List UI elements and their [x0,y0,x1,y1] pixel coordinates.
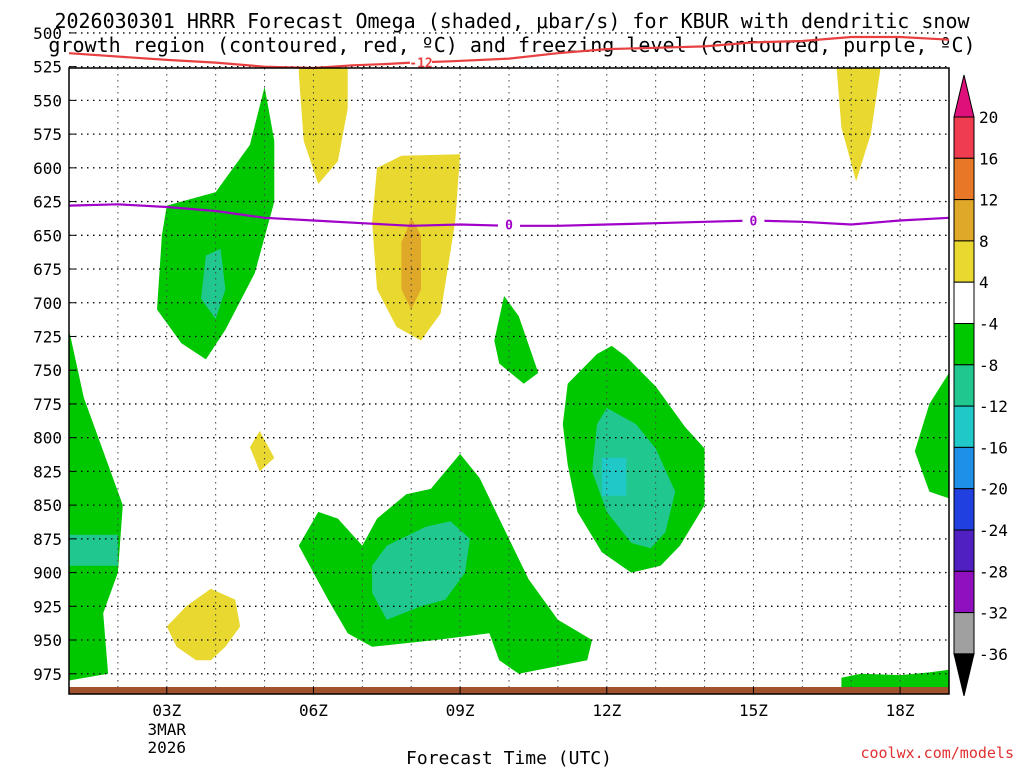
colorbar-swatch-2 [953,199,975,242]
shade-teal-left-edge [69,534,118,566]
plot-area: -12 0 0 [68,32,950,695]
y-tick-label-775: 775 [33,395,62,414]
y-tick-label-975: 975 [33,665,62,684]
colorbar-swatch-11 [953,570,975,614]
y-tick-label-700: 700 [33,294,62,313]
shaded-omega-regions [69,68,949,694]
contour-label-bg [742,212,765,228]
y-tick-label-925: 925 [33,597,62,616]
colorbar-swatch-7 [953,405,975,448]
colorbar-label-4: 4 [979,273,989,292]
colorbar-swatch-0 [953,116,975,159]
colorbar-label--20: -20 [979,480,1008,499]
shade-teal-12z [592,408,676,549]
contour-dgz-minus12 [68,35,950,70]
shade-teal-upper-left [201,248,226,319]
terrain-bar [69,687,949,694]
colorbar-label--24: -24 [979,521,1008,540]
y-tick-label-950: 950 [33,631,62,650]
colorbar-label--32: -32 [979,604,1008,623]
shade-orange-08z [401,217,421,310]
colorbar-label-20: 20 [979,108,998,127]
y-tick-label-525: 525 [33,58,62,77]
shade-green-left-edge [69,329,123,681]
contour-label-bg [498,216,520,232]
contour-lines: -12 0 0 [68,35,950,234]
x-tick-label-03Z: 03Z [152,701,181,720]
colorbar-label--28: -28 [979,562,1008,581]
y-tick-label-875: 875 [33,530,62,549]
colorbar-swatch-9 [953,488,975,531]
colorbar-top-arrow [953,74,975,118]
colorbar-swatch-10 [953,529,975,572]
y-axis: 500 525 550 575 600 625 650 675 700 725 750 775 800 8… [33,24,76,684]
y-tick-label-600: 600 [33,159,62,178]
y-tick-label-625: 625 [33,193,62,212]
colorbar-label--16: -16 [979,438,1008,457]
shade-yellow-06z [298,68,348,184]
x-tick-sublabel: 2026 [148,738,187,757]
x-axis-label: Forecast Time (UTC) [406,748,612,768]
colorbar-swatch-5 [953,323,975,366]
y-tick-label-725: 725 [33,327,62,346]
x-tick-sublabel: 3MAR [148,720,187,739]
y-tick-label-675: 675 [33,260,62,279]
shade-green-10z [494,296,539,384]
x-tick-label-09Z: 09Z [446,701,475,720]
y-tick-label-575: 575 [33,125,62,144]
colorbar-swatch-6 [953,364,975,407]
colorbar-label--8: -8 [979,356,998,375]
colorbar-swatch-8 [953,446,975,490]
shade-green-upper-left [157,86,275,360]
colorbar-swatch-12 [953,612,975,655]
x-tick-label-06Z: 06Z [299,701,328,720]
shade-teal-06z-09z [372,521,470,620]
contour-label-dgz-minus12: -12 [409,57,432,72]
colorbar-label--12: -12 [979,397,1008,416]
shade-yellow-04z-low [166,588,241,661]
colorbar-swatch-4 [953,281,975,325]
y-tick-label-850: 850 [33,496,62,515]
colorbar-swatch-1 [953,157,975,201]
colorbar-swatch-3 [953,240,975,283]
shade-cyan-12z [601,457,627,496]
chart-title-line-2: growth region (contoured, red, ºC) and f… [48,33,975,57]
y-tick-label-550: 550 [33,91,62,110]
shade-yellow-05z [249,430,275,472]
colorbar-label-16: 16 [979,149,998,168]
y-tick-label-500: 500 [33,24,62,43]
colorbar-bottom-arrow [953,653,975,697]
x-tick-label-12Z: 12Z [592,701,621,720]
credit-text[interactable]: coolwx.com/models [860,744,1014,762]
colorbar-label-12: 12 [979,191,998,210]
contour-label-freezing-level-0: 0 [750,214,758,229]
contour-label-bg [410,54,432,70]
chart-title-line-1: 2026030301 HRRR Forecast Omega (shaded, … [54,9,970,33]
contour-label-freezing-level-0: 0 [505,219,513,234]
grid-lines [69,32,949,694]
colorbar-label--36: -36 [979,645,1008,664]
y-tick-label-900: 900 [33,564,62,583]
x-tick-label-18Z: 18Z [886,701,915,720]
colorbar-legend: 20 16 12 8 4 -4 -8 -12 -16 -20 -24 -28 -32 -36 [953,74,1008,697]
x-tick-label-15Z: 15Z [739,701,768,720]
y-tick-label-750: 750 [33,361,62,380]
y-tick-label-825: 825 [33,462,62,481]
y-tick-label-650: 650 [33,226,62,245]
colorbar-label--4: -4 [979,315,998,334]
colorbar-label-8: 8 [979,232,989,251]
y-tick-label-800: 800 [33,429,62,448]
plot-frame [68,67,950,695]
shade-yellow-17z [836,68,881,182]
shade-green-right-edge [914,372,949,499]
